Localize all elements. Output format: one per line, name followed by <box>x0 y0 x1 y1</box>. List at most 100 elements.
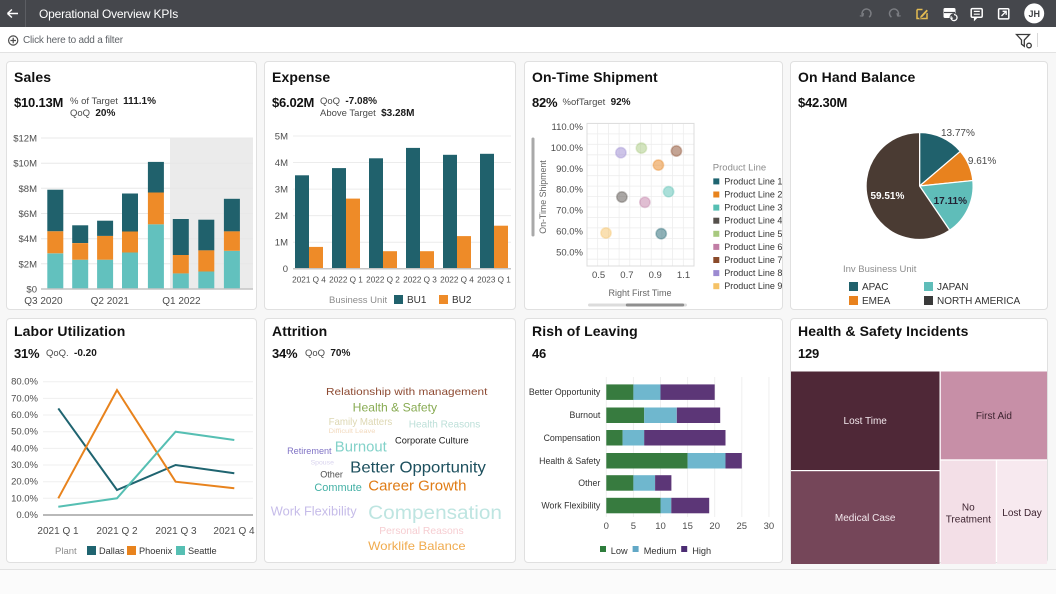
svg-text:4M: 4M <box>275 158 288 169</box>
svg-text:Q1 2022: Q1 2022 <box>162 296 201 307</box>
svg-text:10.0%: 10.0% <box>11 493 38 504</box>
svg-text:Business Unit: Business Unit <box>329 295 387 306</box>
svg-text:Burnout: Burnout <box>335 439 388 456</box>
svg-text:Other: Other <box>578 478 600 488</box>
svg-text:Burnout: Burnout <box>569 410 600 420</box>
svg-text:0.5: 0.5 <box>592 270 605 281</box>
svg-text:BU2: BU2 <box>452 295 472 306</box>
svg-text:2021 Q 4: 2021 Q 4 <box>213 526 255 537</box>
svg-text:110.0%: 110.0% <box>551 122 583 133</box>
svg-text:Difficult Leave: Difficult Leave <box>329 429 377 435</box>
svg-text:Product Line 6: Product Line 6 <box>724 242 782 252</box>
svg-text:Product Line 4: Product Line 4 <box>724 216 782 226</box>
svg-text:59.51%: 59.51% <box>870 191 904 202</box>
svg-text:Product Line 3: Product Line 3 <box>724 203 782 213</box>
svg-text:APAC: APAC <box>862 282 889 293</box>
svg-text:2022 Q 3: 2022 Q 3 <box>403 276 437 285</box>
svg-text:10: 10 <box>655 521 666 532</box>
svg-text:3M: 3M <box>275 185 288 196</box>
svg-text:2021 Q 4: 2021 Q 4 <box>292 276 326 285</box>
svg-text:Compensation: Compensation <box>544 433 601 443</box>
svg-text:17.11%: 17.11% <box>934 196 967 207</box>
svg-text:Other: Other <box>320 470 343 481</box>
svg-text:50.0%: 50.0% <box>556 248 583 259</box>
svg-text:13.77%: 13.77% <box>941 128 975 139</box>
svg-text:100.0%: 100.0% <box>551 143 584 154</box>
svg-text:Q2 2021: Q2 2021 <box>91 296 130 307</box>
svg-text:Plant: Plant <box>55 546 77 557</box>
svg-text:Inv Business Unit: Inv Business Unit <box>843 264 917 275</box>
svg-text:$8M: $8M <box>19 184 38 195</box>
svg-text:No: No <box>962 502 975 513</box>
svg-text:20: 20 <box>709 521 720 532</box>
svg-text:20.0%: 20.0% <box>11 477 38 488</box>
svg-text:$0: $0 <box>26 285 37 296</box>
svg-text:Spouse: Spouse <box>311 461 335 467</box>
svg-text:Health & Safety: Health & Safety <box>539 456 601 466</box>
svg-text:2021 Q 1: 2021 Q 1 <box>37 526 79 537</box>
svg-text:2022 Q 4: 2022 Q 4 <box>440 276 474 285</box>
svg-text:High: High <box>692 546 711 556</box>
svg-text:$12M: $12M <box>13 134 37 145</box>
svg-text:First Aid: First Aid <box>976 411 1012 422</box>
svg-text:Product Line 8: Product Line 8 <box>724 268 782 278</box>
svg-text:60.0%: 60.0% <box>556 227 583 238</box>
svg-text:EMEA: EMEA <box>862 296 891 307</box>
svg-text:On-Time Shipment: On-Time Shipment <box>538 160 548 234</box>
svg-text:2022 Q 1: 2022 Q 1 <box>329 276 363 285</box>
svg-text:Worklife Balance: Worklife Balance <box>368 539 466 553</box>
svg-text:Product Line 7: Product Line 7 <box>724 255 782 265</box>
svg-text:5M: 5M <box>275 132 288 143</box>
svg-text:2021 Q 3: 2021 Q 3 <box>155 526 197 537</box>
svg-text:Medium: Medium <box>644 546 677 556</box>
svg-text:NORTH AMERICA: NORTH AMERICA <box>937 296 1020 307</box>
svg-text:Health & Safety: Health & Safety <box>353 401 437 415</box>
svg-text:Product Line 1: Product Line 1 <box>724 176 782 186</box>
svg-text:Retirement: Retirement <box>287 446 332 457</box>
svg-text:$10M: $10M <box>13 159 37 170</box>
svg-text:40.0%: 40.0% <box>11 443 38 454</box>
svg-text:80.0%: 80.0% <box>11 377 38 388</box>
svg-text:Treatment: Treatment <box>946 514 991 525</box>
svg-text:Health Reasons: Health Reasons <box>409 419 481 431</box>
svg-text:Family Matters: Family Matters <box>329 416 393 428</box>
svg-text:Work Flexibility: Work Flexibility <box>541 501 601 511</box>
svg-text:2023 Q 1: 2023 Q 1 <box>477 276 511 285</box>
svg-text:Work Flexibility: Work Flexibility <box>271 505 358 519</box>
svg-text:2022 Q 2: 2022 Q 2 <box>366 276 400 285</box>
svg-text:Product Line 2: Product Line 2 <box>724 190 782 200</box>
svg-text:Lost Day: Lost Day <box>1002 508 1041 519</box>
svg-text:90.0%: 90.0% <box>556 164 583 175</box>
svg-text:Better Opportunity: Better Opportunity <box>529 387 601 397</box>
svg-text:0: 0 <box>283 264 288 275</box>
svg-text:1M: 1M <box>275 238 288 249</box>
svg-text:70.0%: 70.0% <box>556 206 583 217</box>
svg-text:Q3 2020: Q3 2020 <box>24 296 63 307</box>
svg-text:Commute: Commute <box>314 482 361 494</box>
svg-text:$6M: $6M <box>19 209 38 220</box>
svg-text:Corporate Culture: Corporate Culture <box>395 436 469 447</box>
svg-text:80.0%: 80.0% <box>556 185 583 196</box>
svg-text:JH: JH <box>1028 9 1040 19</box>
svg-text:30: 30 <box>764 521 775 532</box>
svg-text:Low: Low <box>611 546 628 556</box>
svg-text:0.7: 0.7 <box>620 270 633 281</box>
svg-text:5: 5 <box>631 521 636 532</box>
svg-text:Lost Time: Lost Time <box>844 416 888 427</box>
svg-text:60.0%: 60.0% <box>11 410 38 421</box>
svg-text:2021 Q 2: 2021 Q 2 <box>96 526 138 537</box>
svg-text:0: 0 <box>604 521 609 532</box>
svg-text:Medical Case: Medical Case <box>835 513 896 524</box>
svg-text:Personal Reasons: Personal Reasons <box>379 525 463 537</box>
svg-text:Relationship with management: Relationship with management <box>326 386 487 398</box>
svg-text:BU1: BU1 <box>407 295 427 306</box>
svg-text:$4M: $4M <box>19 234 38 245</box>
svg-text:50.0%: 50.0% <box>11 427 38 438</box>
svg-text:2M: 2M <box>275 211 288 222</box>
svg-text:Phoenix: Phoenix <box>139 546 173 556</box>
svg-text:15: 15 <box>682 521 693 532</box>
svg-text:70.0%: 70.0% <box>11 393 38 404</box>
svg-text:JAPAN: JAPAN <box>937 282 969 293</box>
svg-text:Dallas: Dallas <box>99 546 125 556</box>
svg-text:1.1: 1.1 <box>677 270 690 281</box>
